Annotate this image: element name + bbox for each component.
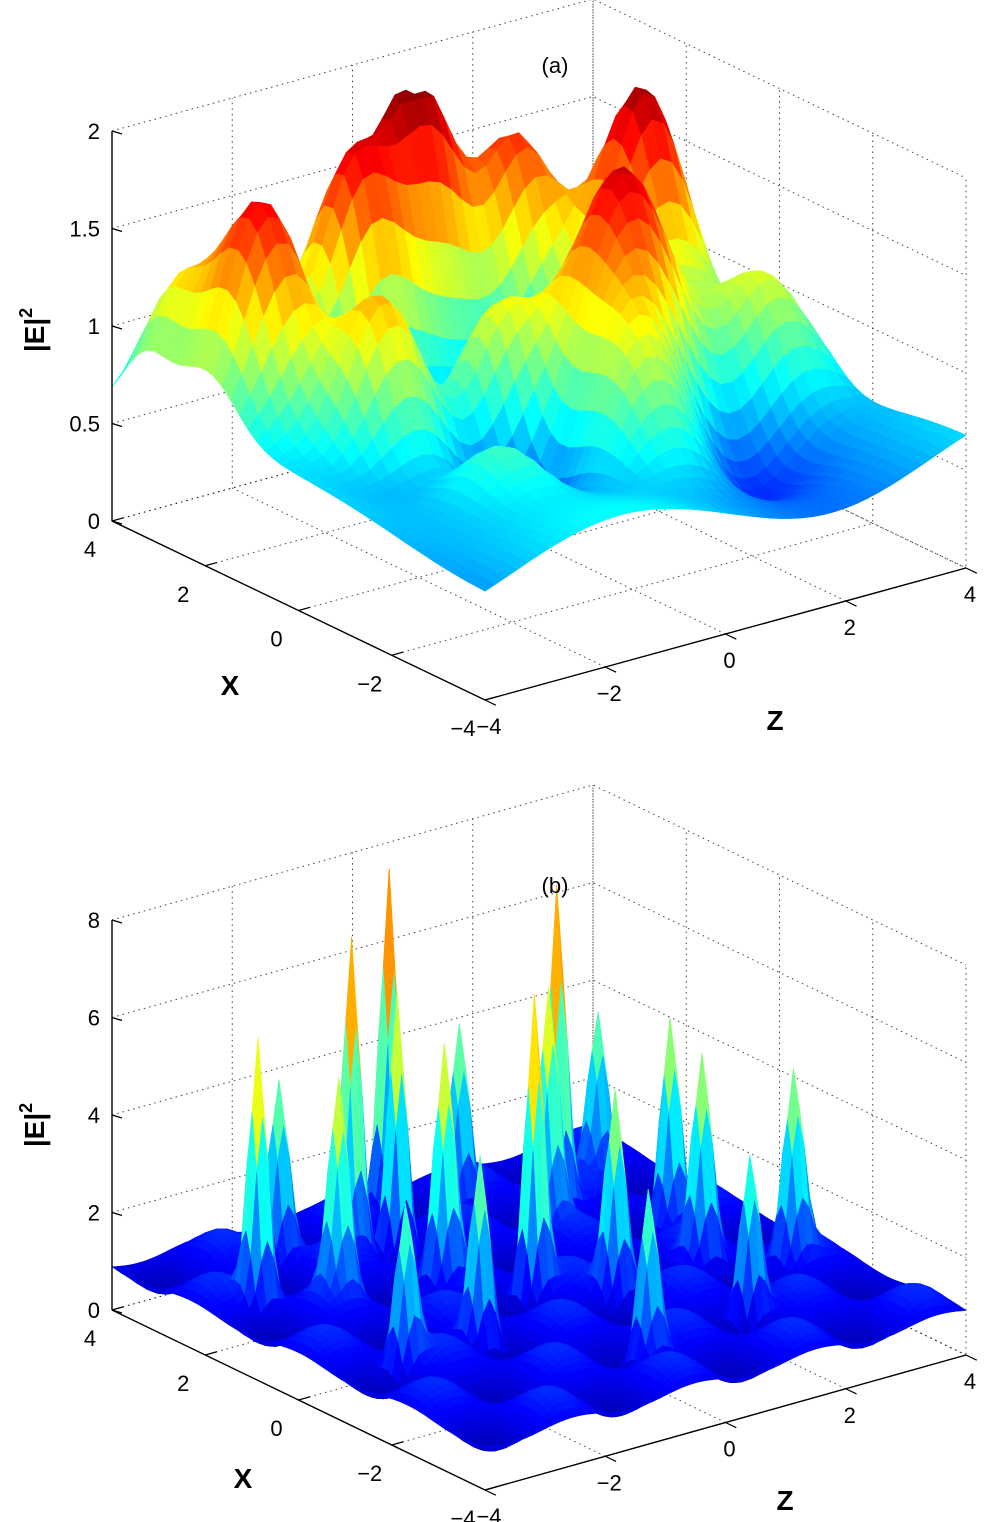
z-axis-tick-label: 2 xyxy=(844,615,856,640)
panel-a-xlabel: Z xyxy=(766,705,783,736)
grid-line xyxy=(111,784,967,966)
intensity-axis-tick xyxy=(111,325,123,330)
grid-line xyxy=(111,388,967,569)
grid-line xyxy=(205,43,687,567)
grid-line xyxy=(111,0,967,179)
panel-a-ylabel: X xyxy=(221,670,240,701)
z-axis-tick xyxy=(604,666,617,673)
panel-a-zlabel: |E|2 xyxy=(16,308,50,352)
x-axis-tick xyxy=(484,696,497,701)
grid-line xyxy=(111,95,967,276)
intensity-axis-tick-label: 1.5 xyxy=(69,217,100,242)
intensity-axis-tick-label: 0.5 xyxy=(69,412,100,437)
intensity-axis-tick-label: 0 xyxy=(88,509,100,534)
z-axis-tick xyxy=(484,699,497,706)
z-axis-tick-label: 0 xyxy=(723,648,735,673)
x-axis-tick-label: 4 xyxy=(84,537,96,562)
x-axis-tick xyxy=(391,651,404,656)
grid-line xyxy=(111,881,967,1063)
x-axis-tick-label: 2 xyxy=(177,582,189,607)
grid-line xyxy=(391,133,874,656)
panel-a-surface xyxy=(111,86,967,592)
panel-a-title: (a) xyxy=(542,53,569,78)
intensity-axis-tick xyxy=(111,227,123,233)
z-axis-tick-label: 4 xyxy=(964,582,976,607)
x-axis-tick xyxy=(205,561,217,567)
panel-a-surface-plot: (a) |E|2 X Z −4 −2 0 2 4 −4 −2 0 2 4 0 0.5 1 1.5 2 xyxy=(16,0,978,741)
z-axis-tick xyxy=(725,633,737,640)
x-axis-tick xyxy=(111,517,124,522)
grid-line xyxy=(231,98,606,668)
intensity-axis-tick xyxy=(111,422,123,428)
z-axis-tick-label: −2 xyxy=(597,681,622,706)
z-axis-tick xyxy=(845,600,857,607)
x-axis-tick-label: −2 xyxy=(357,671,382,696)
surface-patch xyxy=(111,355,132,388)
x-axis-tick-label: 0 xyxy=(270,627,282,652)
z-axis-tick-label: −4 xyxy=(476,714,501,739)
intensity-axis-tick xyxy=(111,130,123,135)
x-axis-tick-label: −4 xyxy=(450,716,475,741)
intensity-axis-tick-label: 1 xyxy=(88,314,100,339)
z-axis-tick xyxy=(965,567,978,574)
x-axis-tick xyxy=(298,606,311,612)
surface-patch xyxy=(120,338,141,377)
intensity-axis-tick-label: 2 xyxy=(88,119,100,144)
panel-b-surface xyxy=(111,868,967,1452)
